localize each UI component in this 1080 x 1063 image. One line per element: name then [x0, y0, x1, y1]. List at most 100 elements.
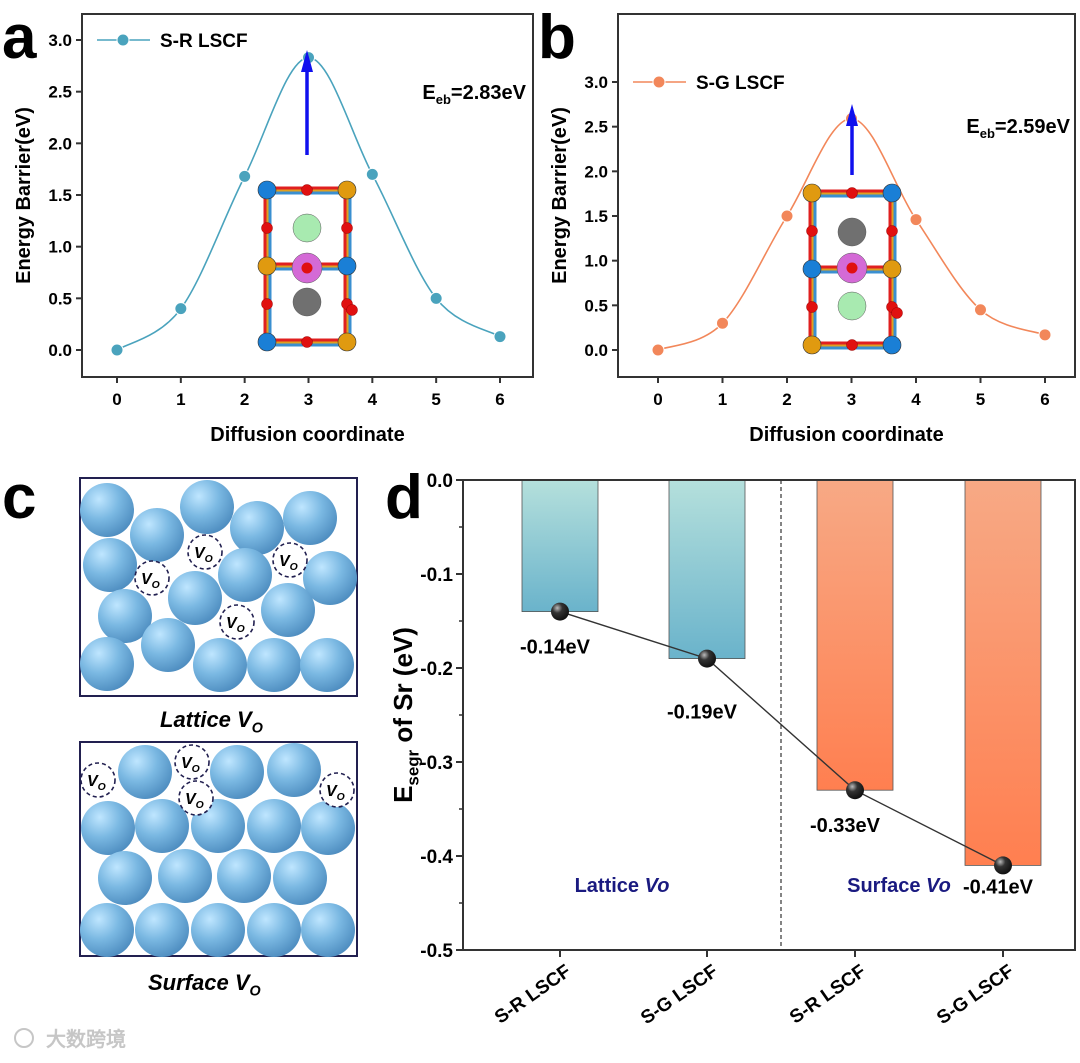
lattice-atom [301, 903, 355, 957]
text-part: =2.59eV [995, 116, 1071, 138]
lattice-atom [230, 501, 284, 555]
data-point [110, 343, 124, 357]
text-part: O [98, 782, 106, 793]
text-part: V [181, 755, 193, 772]
x-tick-label: 6 [1040, 390, 1049, 409]
lattice-atom [261, 583, 315, 637]
text-part: of Sr (eV) [388, 627, 418, 750]
data-point [716, 316, 729, 330]
y-tick-label: 0.0 [48, 341, 72, 360]
chart-a: 0 1 2 3 4 5 6 0.0 0.5 1.0 1.5 2.0 2.5 3.0 Diffusion co… [13, 13, 534, 446]
y-tick-label: 2.5 [584, 118, 608, 137]
panel-label-c: c [2, 463, 36, 532]
trend-line [559, 610, 1004, 867]
arrow-up-icon [846, 104, 858, 126]
lattice-atom [217, 849, 271, 903]
lattice-atom [267, 743, 321, 797]
y-tick-label: 3.0 [584, 73, 608, 92]
data-point [909, 213, 923, 227]
data-label: -0.14eV [520, 637, 591, 659]
y-axis-title: Esegr of Sr (eV) [388, 627, 423, 803]
text-part: O [337, 792, 345, 803]
data-point [651, 343, 665, 357]
y-tick-label: 2.0 [584, 162, 608, 181]
x-tick-label: 2 [240, 390, 249, 409]
group-label: Surface Vo [847, 875, 951, 897]
a-site-atom [837, 217, 867, 247]
x-tick-label: 3 [304, 390, 313, 409]
text-part: Surface V [148, 970, 252, 995]
text-part: =2.83eV [451, 82, 527, 104]
bar [816, 479, 894, 791]
text-part: segr [404, 749, 423, 785]
lattice-atom [80, 637, 134, 691]
data-point [493, 330, 507, 344]
y-tick-label: 0.0 [584, 341, 608, 360]
barrier-annotation: Eeb=2.83eV [422, 82, 526, 107]
metal-atom [882, 335, 902, 355]
bar [668, 479, 746, 660]
oxygen-vacancy [174, 744, 210, 780]
text-part: O [290, 562, 298, 573]
lattice-atom [158, 849, 212, 903]
plot-frame [617, 13, 1076, 378]
lattice-atom [303, 551, 357, 605]
metal-atom [882, 259, 902, 279]
x-axis-title: Diffusion coordinate [210, 424, 404, 446]
lattice-atom [247, 638, 301, 692]
text-part: eb [980, 126, 995, 141]
vacancy-label: VO [326, 783, 345, 803]
text-part: Vo [926, 875, 951, 897]
oxygen-atom [846, 262, 858, 274]
x-tick-label: S-R LSCF [491, 961, 575, 1028]
legend-marker [652, 75, 666, 89]
lattice-atom [191, 903, 245, 957]
lattice-atom [301, 801, 355, 855]
oxygen-vacancy [272, 542, 308, 578]
x-tick-label: 4 [368, 390, 378, 409]
data-point [846, 781, 864, 800]
arrow-up-icon [301, 50, 313, 72]
y-tick-label: 0.0 [427, 471, 453, 492]
y-tick-label: 1.5 [584, 207, 608, 226]
bar [964, 479, 1042, 866]
a-site-atom [292, 287, 322, 317]
panel-label-b: b [538, 3, 576, 72]
x-axis-title: Diffusion coordinate [749, 424, 943, 446]
lattice-atom [98, 589, 152, 643]
oxygen-atom [886, 225, 898, 237]
oxygen-atom [891, 307, 903, 319]
legend-label: S-R LSCF [160, 31, 248, 52]
x-tick-label: 3 [847, 390, 856, 409]
barrier-annotation: Eeb=2.59eV [966, 116, 1070, 141]
oxygen-atom [806, 225, 818, 237]
data-point [551, 602, 569, 621]
metal-atom [802, 183, 822, 203]
y-axis-title: Energy Barrier(eV) [549, 107, 571, 284]
oxygen-atom [261, 298, 273, 310]
vacancy-label: VO [141, 571, 160, 591]
a-site-atom [292, 213, 322, 243]
x-tick-label: 0 [653, 390, 662, 409]
oxygen-atom [301, 262, 313, 274]
oxygen-vacancy [134, 560, 170, 596]
text-part: V [279, 553, 291, 570]
watermark-text: 大数跨境 [46, 1027, 126, 1051]
metal-atom [882, 183, 902, 203]
x-tick-label: 1 [718, 390, 727, 409]
vacancy-label: VO [194, 545, 213, 565]
metal-atom [802, 335, 822, 355]
lattice-atom [135, 799, 189, 853]
metal-atom [257, 332, 277, 352]
lattice-caption: Lattice VO [160, 707, 263, 737]
x-tick-label: 6 [495, 390, 504, 409]
y-tick-label: -0.4 [420, 847, 453, 868]
data-point [174, 302, 188, 316]
data-point [698, 649, 716, 668]
lattice-atom [135, 903, 189, 957]
panel-label-a: a [2, 3, 37, 72]
y-axis-title: Energy Barrier(eV) [13, 107, 35, 284]
oxygen-atom [301, 336, 313, 348]
y-tick-label: 1.5 [48, 186, 72, 205]
